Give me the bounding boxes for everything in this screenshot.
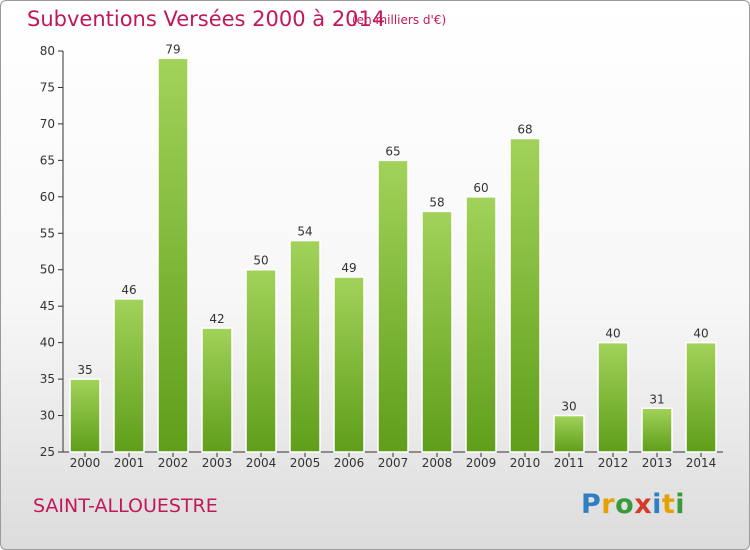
- bar-2013: [641, 407, 673, 453]
- y-tick-label: 45: [40, 299, 55, 313]
- bar-2000: [69, 378, 101, 453]
- y-tick-label: 70: [40, 117, 55, 131]
- y-tick-label: 35: [40, 372, 55, 386]
- x-tick-label: 2014: [686, 456, 717, 470]
- logo-letter: i: [652, 489, 662, 520]
- value-label: 46: [121, 283, 136, 297]
- bar-2010: [509, 137, 541, 453]
- x-tick-label: 2009: [466, 456, 497, 470]
- x-tick-label: 2000: [70, 456, 101, 470]
- bar-2004: [245, 268, 277, 453]
- value-label: 54: [297, 225, 312, 239]
- x-tick-label: 2005: [290, 456, 321, 470]
- x-tick-label: 2002: [158, 456, 189, 470]
- value-label: 40: [605, 327, 620, 341]
- y-tick-label: 55: [40, 226, 55, 240]
- bar-2009: [465, 196, 497, 453]
- value-label: 65: [385, 144, 400, 158]
- bar-2003: [201, 327, 233, 453]
- value-label: 60: [473, 181, 488, 195]
- logo-letter: o: [615, 489, 635, 520]
- x-tick-label: 2006: [334, 456, 365, 470]
- x-tick-label: 2007: [378, 456, 409, 470]
- value-label: 42: [209, 312, 224, 326]
- x-tick-label: 2012: [598, 456, 629, 470]
- y-tick-label: 75: [40, 80, 55, 94]
- x-tick-label: 2008: [422, 456, 453, 470]
- bar-2001: [113, 298, 145, 453]
- bar-2007: [377, 159, 409, 453]
- x-tick-label: 2001: [114, 456, 145, 470]
- logo-letter: r: [601, 489, 616, 520]
- y-tick-label: 65: [40, 153, 55, 167]
- y-tick-label: 60: [40, 190, 55, 204]
- value-label: 31: [649, 392, 664, 406]
- value-label: 79: [165, 42, 180, 56]
- y-tick-label: 50: [40, 263, 55, 277]
- x-tick-label: 2011: [554, 456, 585, 470]
- bar-2002: [157, 57, 189, 453]
- bar-2005: [289, 239, 321, 453]
- logo-letter: P: [581, 489, 602, 520]
- value-label: 40: [693, 327, 708, 341]
- value-label: 30: [561, 400, 576, 414]
- value-label: 49: [341, 261, 356, 275]
- x-tick-label: 2003: [202, 456, 233, 470]
- y-tick-label: 30: [40, 409, 55, 423]
- logo-letter: t: [661, 489, 676, 520]
- value-label: 35: [77, 363, 92, 377]
- value-label: 68: [517, 122, 532, 136]
- x-tick-label: 2010: [510, 456, 541, 470]
- bar-2008: [421, 210, 453, 453]
- place-name: SAINT-ALLOUESTRE: [33, 495, 218, 517]
- bar-2006: [333, 276, 365, 453]
- bar-2014: [685, 341, 717, 453]
- bar-2011: [553, 414, 585, 453]
- logo-letter: x: [634, 489, 653, 520]
- y-tick-label: 25: [40, 445, 55, 459]
- chart-subtitle: (en milliers d'€): [352, 13, 447, 27]
- logo-letter: i: [675, 489, 686, 520]
- y-tick-label: 40: [40, 336, 55, 350]
- bar-2012: [597, 341, 629, 453]
- value-label: 50: [253, 254, 268, 268]
- proxiti-logo[interactable]: Proxiti: [581, 489, 685, 520]
- x-tick-label: 2004: [246, 456, 277, 470]
- y-tick-label: 80: [40, 44, 55, 58]
- value-label: 58: [429, 195, 444, 209]
- chart-title: Subventions Versées 2000 à 2014: [27, 7, 386, 31]
- x-tick-label: 2013: [642, 456, 673, 470]
